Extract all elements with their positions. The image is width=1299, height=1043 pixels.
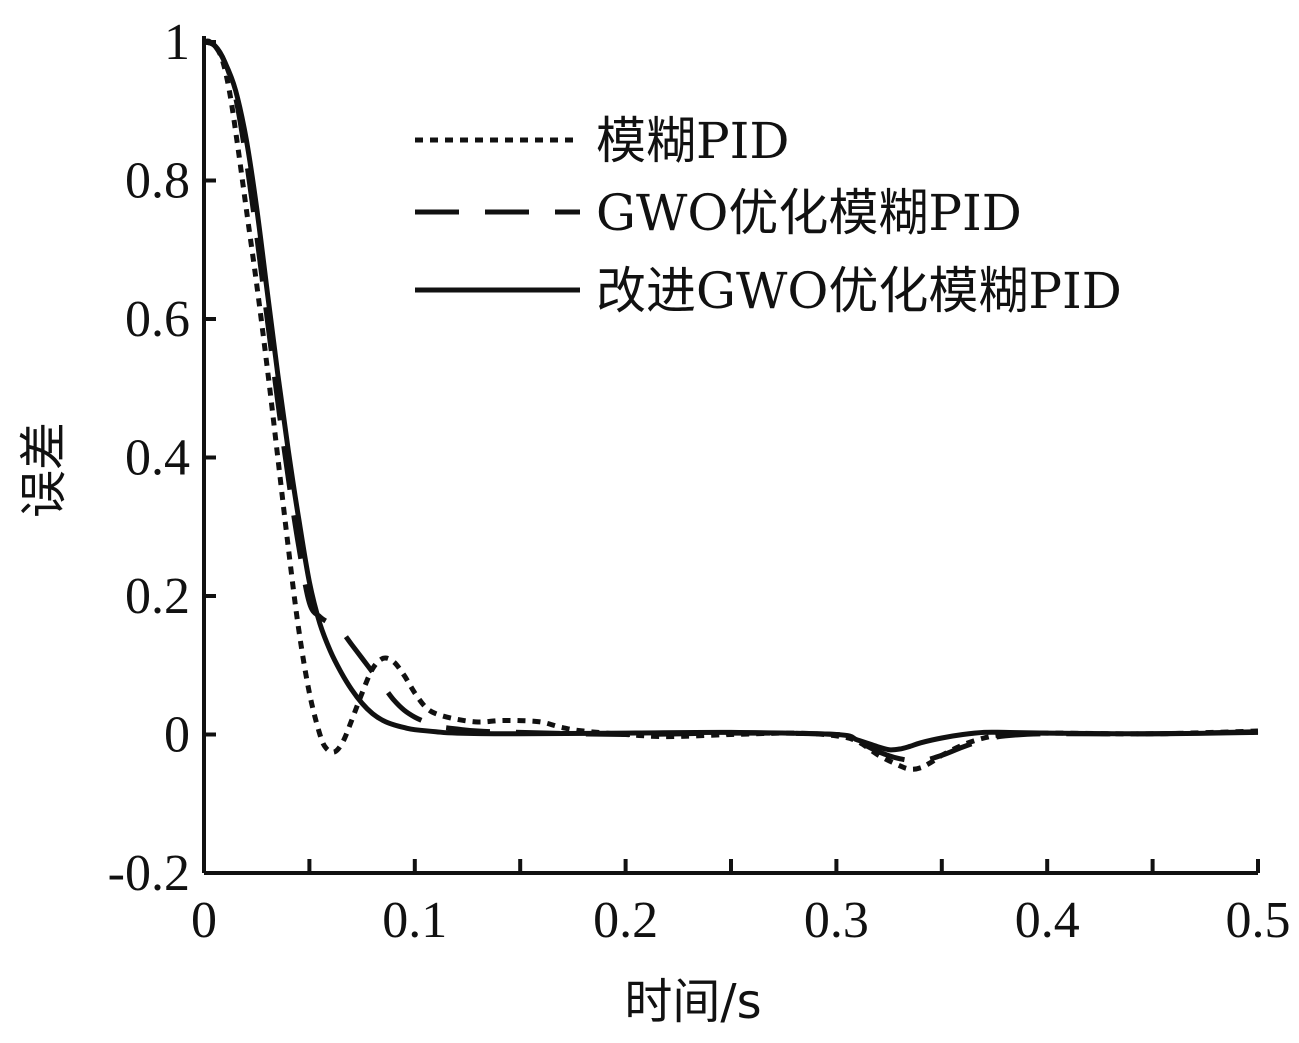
x-tick-label: 0.3 [804,892,869,949]
y-tick-label: 1 [164,14,190,71]
y-tick-label: 0.2 [125,568,190,625]
ticks: 0 0.1 0.2 0.3 0.4 0.5-0.200.20.40.60.81 [108,14,1291,949]
y-axis-title: 误差 [16,422,72,518]
legend-label-2: GWO优化模糊PID [596,184,1022,242]
series-layer [203,38,1259,772]
x-tick-label: 0.2 [593,892,658,949]
legend: 模糊PID GWO优化模糊PID 改进GWO优化模糊PID [415,112,1122,320]
legend-label-1: 模糊PID [596,112,789,170]
y-tick-label: 0.6 [125,291,190,348]
y-tick-label: -0.2 [108,845,190,902]
legend-label-3: 改进GWO优化模糊PID [596,262,1122,320]
y-tick-label: 0 [164,707,190,764]
y-tick-label: 0.4 [125,430,190,487]
x-axis-title: 时间/s [624,974,761,1030]
x-tick-label: 0 [191,892,217,949]
y-tick-label: 0.8 [125,153,190,210]
x-tick-label: 0.5 [1226,892,1291,949]
x-tick-label: 0.1 [382,892,447,949]
x-tick-label: 0.4 [1015,892,1080,949]
series-line-3 [203,39,1259,753]
series-line-2 [203,39,1259,764]
